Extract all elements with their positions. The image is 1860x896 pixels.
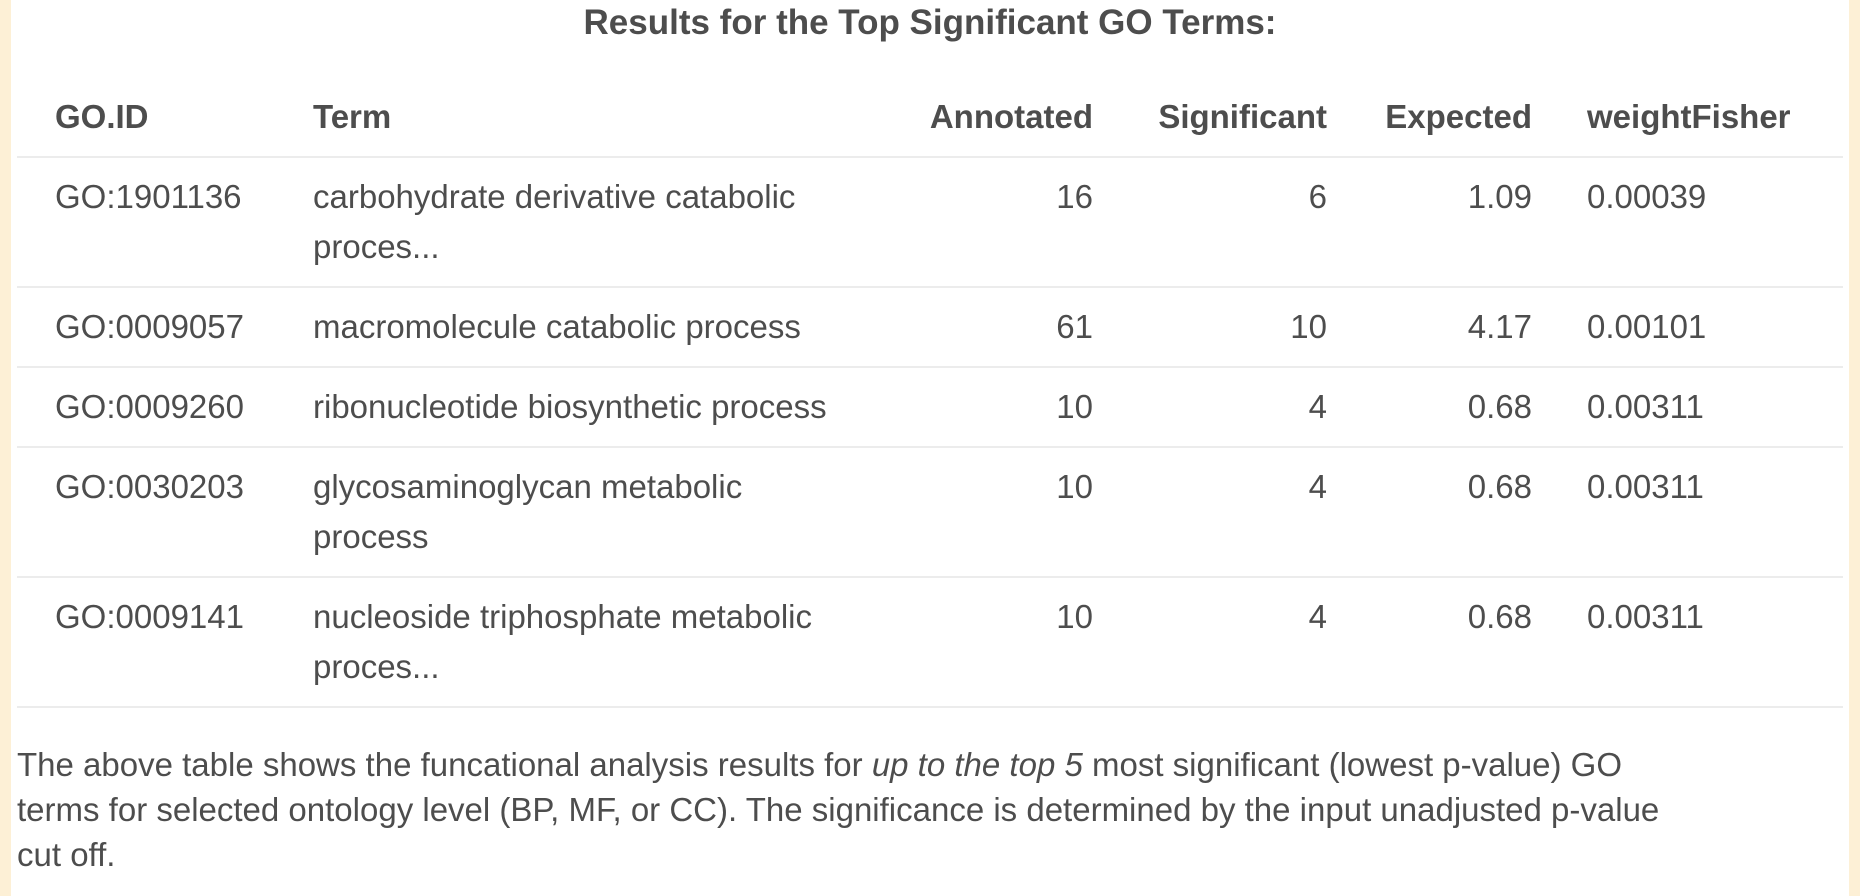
cell-weightfisher: 0.00311 (1532, 367, 1843, 448)
cell-significant: 10 (1093, 287, 1327, 368)
cell-term: ribonucleotide biosynthetic process (313, 367, 848, 448)
cell-annotated: 10 (848, 367, 1093, 448)
table-body: GO:1901136 carbohydrate derivative catab… (17, 157, 1843, 708)
panel-title: Results for the Top Significant GO Terms… (583, 3, 1277, 42)
table-row: GO:0009141 nucleoside triphosphate metab… (17, 577, 1843, 708)
cell-expected: 0.68 (1327, 577, 1532, 708)
cell-annotated: 61 (848, 287, 1093, 368)
cell-annotated: 10 (848, 577, 1093, 708)
cell-annotated: 16 (848, 157, 1093, 288)
col-header-expected: Expected (1327, 78, 1532, 158)
cell-annotated: 10 (848, 447, 1093, 578)
col-header-annotated: Annotated (848, 78, 1093, 158)
cell-go-id: GO:0009260 (17, 367, 313, 448)
cell-significant: 4 (1093, 447, 1327, 578)
cell-term: macromolecule catabolic process (313, 287, 848, 368)
cell-go-id: GO:1901136 (17, 157, 313, 288)
cell-weightfisher: 0.00101 (1532, 287, 1843, 368)
cell-weightfisher: 0.00311 (1532, 577, 1843, 708)
go-terms-table: GO.ID Term Annotated Significant Expecte… (17, 78, 1843, 708)
table-row: GO:0009057 macromolecule catabolic proce… (17, 287, 1843, 368)
cell-significant: 6 (1093, 157, 1327, 288)
cell-significant: 4 (1093, 577, 1327, 708)
table-description: The above table shows the funcational an… (17, 742, 1692, 877)
go-results-panel: Results for the Top Significant GO Terms… (11, 0, 1849, 896)
description-segment: most significant (lowest p-value) GO ter… (17, 746, 1660, 873)
cell-term: nucleoside triphosphate metabolic proces… (313, 577, 848, 708)
col-header-term: Term (313, 78, 848, 158)
table-row: GO:0030203 glycosaminoglycan metabolic p… (17, 447, 1843, 578)
cell-expected: 1.09 (1327, 157, 1532, 288)
cell-expected: 4.17 (1327, 287, 1532, 368)
page-edge-right (1849, 0, 1860, 896)
cell-term: carbohydrate derivative catabolic proces… (313, 157, 848, 288)
cell-expected: 0.68 (1327, 367, 1532, 448)
col-header-weightfisher: weightFisher (1532, 78, 1843, 158)
description-segment-italic: up to the top 5 (871, 746, 1083, 783)
cell-go-id: GO:0030203 (17, 447, 313, 578)
cell-significant: 4 (1093, 367, 1327, 448)
table-row: GO:1901136 carbohydrate derivative catab… (17, 157, 1843, 288)
col-header-significant: Significant (1093, 78, 1327, 158)
cell-weightfisher: 0.00039 (1532, 157, 1843, 288)
cell-term: glycosaminoglycan metabolic process (313, 447, 848, 578)
description-segment: The above table shows the funcational an… (17, 746, 872, 783)
cell-expected: 0.68 (1327, 447, 1532, 578)
cell-go-id: GO:0009141 (17, 577, 313, 708)
cell-weightfisher: 0.00311 (1532, 447, 1843, 578)
table-header: GO.ID Term Annotated Significant Expecte… (17, 78, 1843, 158)
col-header-go-id: GO.ID (17, 78, 313, 158)
page-edge-left (0, 0, 11, 896)
table-header-row: GO.ID Term Annotated Significant Expecte… (17, 78, 1843, 158)
cell-go-id: GO:0009057 (17, 287, 313, 368)
table-row: GO:0009260 ribonucleotide biosynthetic p… (17, 367, 1843, 448)
